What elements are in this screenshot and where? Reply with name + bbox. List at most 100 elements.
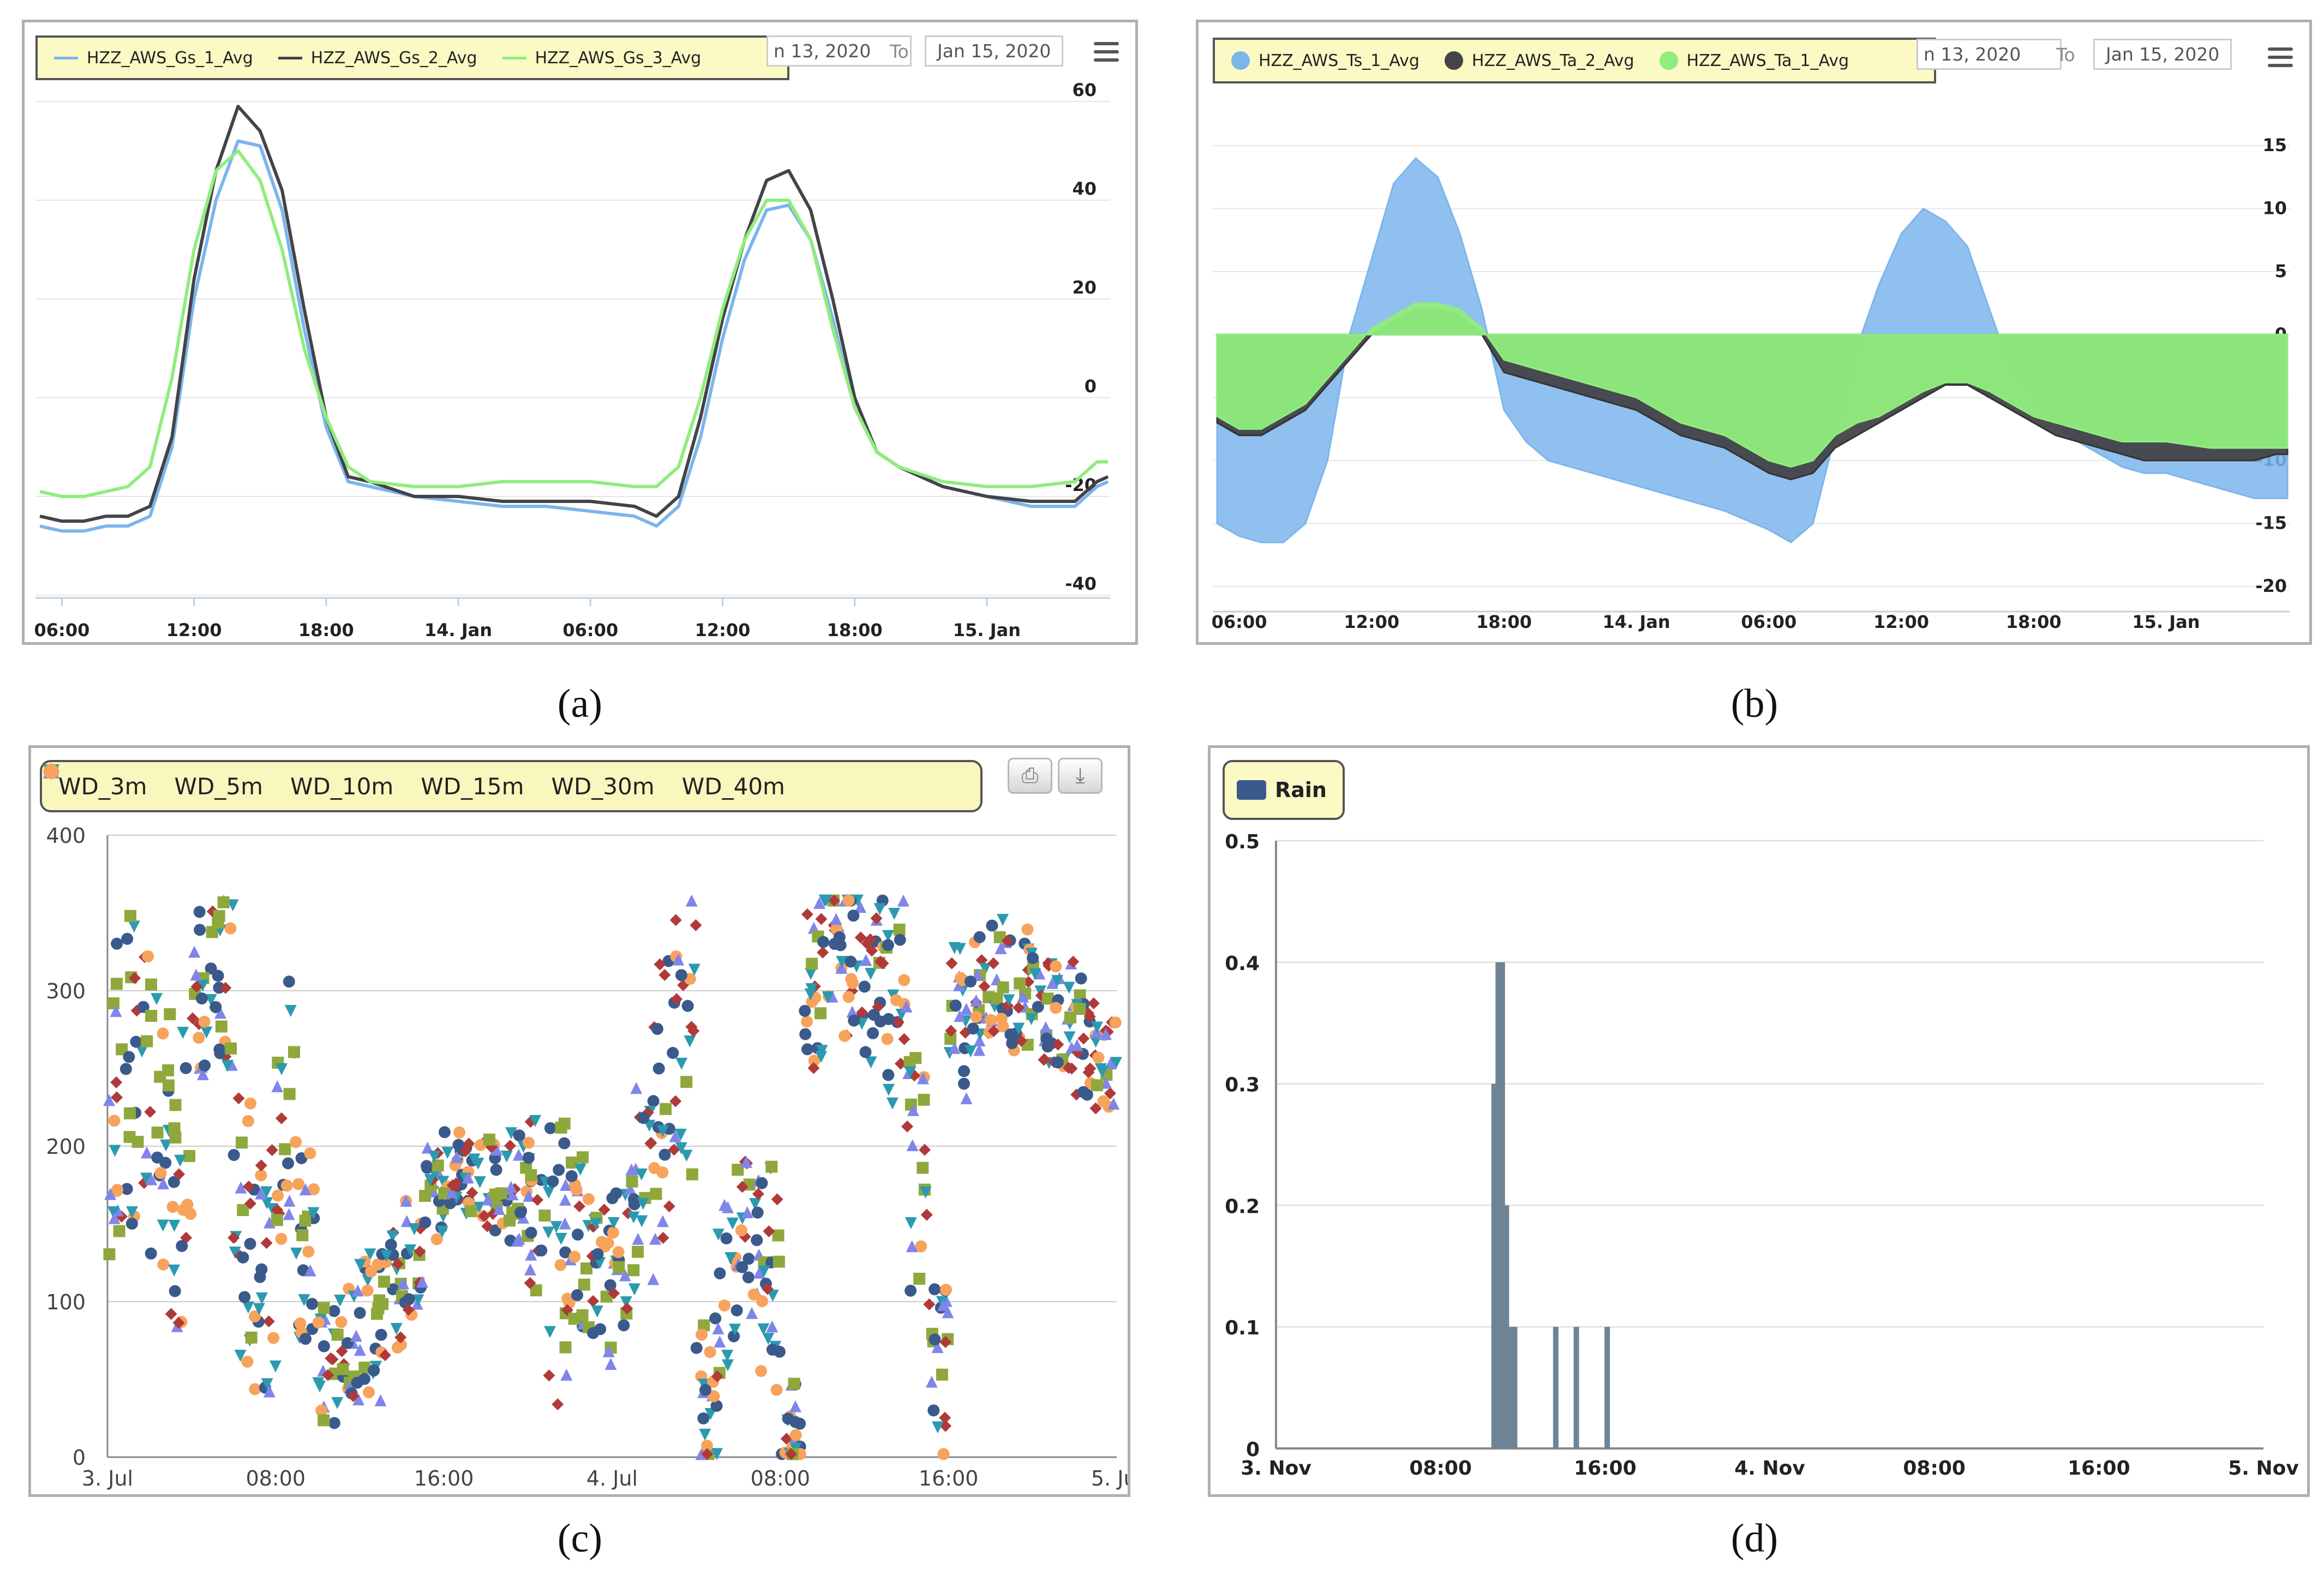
point-c-WD_5m — [111, 1091, 123, 1104]
point-c-WD_5m — [172, 1316, 185, 1329]
point-c-WD_5m — [752, 1188, 764, 1200]
point-c-WD_3m — [565, 1170, 578, 1183]
legend-c-item-4[interactable]: WD_15m — [43, 764, 524, 800]
point-c-WD_15m — [632, 1232, 644, 1245]
legend-d-label-1: Rain — [1275, 778, 1327, 802]
legend-a-item-1[interactable]: HZZ_AWS_Gs_1_Avg — [54, 49, 253, 68]
point-c-WD_40m — [915, 1240, 927, 1253]
legend-b-item-2[interactable]: HZZ_AWS_Ta_2_Avg — [1444, 51, 1634, 70]
point-c-WD_5m — [657, 1232, 669, 1244]
point-c-WD_5m — [446, 1179, 459, 1191]
legend-c-item-5[interactable]: WD_30m — [43, 764, 655, 800]
legend-c-label-3: WD_10m — [290, 772, 394, 800]
point-c-WD_40m — [184, 1208, 197, 1220]
caption-d: (d) — [1730, 1516, 1778, 1561]
point-c-WD_5m — [736, 1181, 748, 1193]
point-c-WD_3m — [720, 1232, 733, 1245]
print-button[interactable]: ⎙ — [1008, 758, 1052, 794]
point-c-WD_40m — [770, 1384, 783, 1396]
rain-bar-2 — [1499, 962, 1505, 1448]
rain-bar-7 — [1573, 1327, 1579, 1448]
point-c-WD_5m — [978, 980, 991, 993]
point-c-WD_10m — [337, 1363, 349, 1375]
series-line-a-1 — [39, 139, 1109, 533]
hamburger-menu-icon[interactable] — [1094, 42, 1119, 62]
point-c-WD_10m — [566, 1157, 578, 1169]
legend-b-item-1[interactable]: HZZ_AWS_Ts_1_Avg — [1231, 51, 1419, 70]
legend-a[interactable]: HZZ_AWS_Gs_1_Avg HZZ_AWS_Gs_2_Avg HZZ_AW… — [35, 35, 789, 80]
point-c-WD_5m — [621, 1302, 633, 1315]
point-c-WD_15m — [860, 954, 872, 966]
point-c-WD_40m — [970, 1010, 983, 1023]
point-c-WD_3m — [255, 1263, 268, 1275]
date-from-a[interactable]: n 13, 2020 — [766, 35, 912, 67]
legend-b[interactable]: HZZ_AWS_Ts_1_Avg HZZ_AWS_Ta_2_Avg HZZ_AW… — [1213, 38, 1936, 83]
point-c-WD_30m — [500, 1151, 513, 1163]
point-c-WD_3m — [714, 1267, 726, 1280]
point-c-WD_15m — [604, 1357, 617, 1370]
point-c-WD_30m — [721, 1350, 734, 1362]
point-c-WD_3m — [867, 1009, 880, 1021]
date-from-b[interactable]: n 13, 2020 — [1916, 39, 2062, 70]
point-c-WD_10m — [279, 1143, 291, 1155]
point-c-WD_3m — [949, 999, 962, 1012]
point-c-WD_5m — [144, 1106, 157, 1118]
point-c-WD_3m — [867, 1027, 879, 1039]
download-button[interactable]: ⤓ — [1058, 758, 1103, 794]
point-c-WD_40m — [166, 1201, 179, 1213]
point-c-WD_3m — [675, 969, 687, 981]
point-c-WD_40m — [570, 1183, 583, 1196]
legend-a-item-3[interactable]: HZZ_AWS_Gs_3_Avg — [502, 49, 701, 68]
point-c-WD_5m — [1087, 997, 1100, 1010]
point-c-WD_10m — [559, 1341, 572, 1354]
point-c-WD_10m — [698, 1319, 710, 1332]
point-c-WD_15m — [714, 1336, 726, 1348]
legend-c-item-1[interactable]: WD_3m — [44, 764, 147, 800]
point-c-WD_30m — [472, 1201, 485, 1214]
point-c-WD_15m — [602, 1345, 615, 1357]
point-c-WD_30m — [109, 1145, 121, 1157]
hamburger-menu-icon[interactable] — [2268, 47, 2293, 67]
legend-b-item-3[interactable]: HZZ_AWS_Ta_1_Avg — [1659, 51, 1849, 70]
point-c-WD_3m — [558, 1137, 571, 1149]
point-c-WD_3m — [283, 975, 295, 988]
chart-c-svg: 400 300 200 100 03. Jul 08:00 16:00 4. Jul 08:00… — [46, 824, 1128, 1490]
legend-a-item-2[interactable]: HZZ_AWS_Gs_2_Avg — [278, 49, 477, 68]
point-c-WD_30m — [758, 1265, 770, 1278]
legend-c-item-3[interactable]: WD_10m — [44, 764, 394, 800]
point-c-WD_3m — [318, 1340, 330, 1352]
point-c-WD_3m — [647, 1095, 660, 1107]
rain-bar-3 — [1504, 1205, 1510, 1448]
legend-c[interactable]: WD_3m WD_5m WD_10m WD_15m WD_30m WD_40m — [40, 760, 983, 812]
date-to-a[interactable]: Jan 15, 2020 — [925, 35, 1064, 67]
point-c-WD_40m — [111, 1184, 124, 1196]
point-c-WD_15m — [656, 1215, 669, 1227]
legend-b-label-1: HZZ_AWS_Ts_1_Avg — [1259, 51, 1419, 70]
point-c-WD_3m — [709, 1312, 722, 1325]
point-c-WD_15m — [445, 1186, 458, 1199]
legend-a-swatch-3 — [502, 56, 526, 59]
y-tick-b-7: -20 — [2255, 576, 2287, 596]
point-c-WD_3m — [121, 1183, 133, 1195]
point-c-WD_40m — [157, 1027, 169, 1040]
point-c-WD_40m — [154, 1167, 167, 1179]
point-c-WD_5m — [227, 1231, 240, 1244]
point-c-WD_15m — [722, 1201, 734, 1213]
legend-c-item-2[interactable]: WD_5m — [43, 763, 263, 800]
date-to-b[interactable]: Jan 15, 2020 — [2093, 39, 2232, 70]
point-c-WD_30m — [437, 1176, 450, 1188]
point-c-WD_5m — [1013, 1002, 1025, 1014]
point-c-WD_40m — [249, 1383, 261, 1396]
legend-d[interactable]: Rain — [1223, 760, 1345, 820]
y-tick-a-5: -40 — [1065, 573, 1097, 594]
point-c-WD_15m — [524, 1263, 536, 1275]
legend-d-item-1[interactable]: Rain — [1237, 778, 1327, 802]
x-tick-b-4: 06:00 — [1741, 612, 1796, 632]
point-c-WD_5m — [864, 933, 877, 945]
point-c-WD_10m — [162, 1064, 175, 1076]
legend-c-item-6[interactable]: WD_40m — [44, 764, 785, 800]
point-c-WD_3m — [986, 919, 998, 932]
point-c-WD_15m — [559, 1194, 572, 1206]
point-c-WD_40m — [596, 1236, 608, 1248]
